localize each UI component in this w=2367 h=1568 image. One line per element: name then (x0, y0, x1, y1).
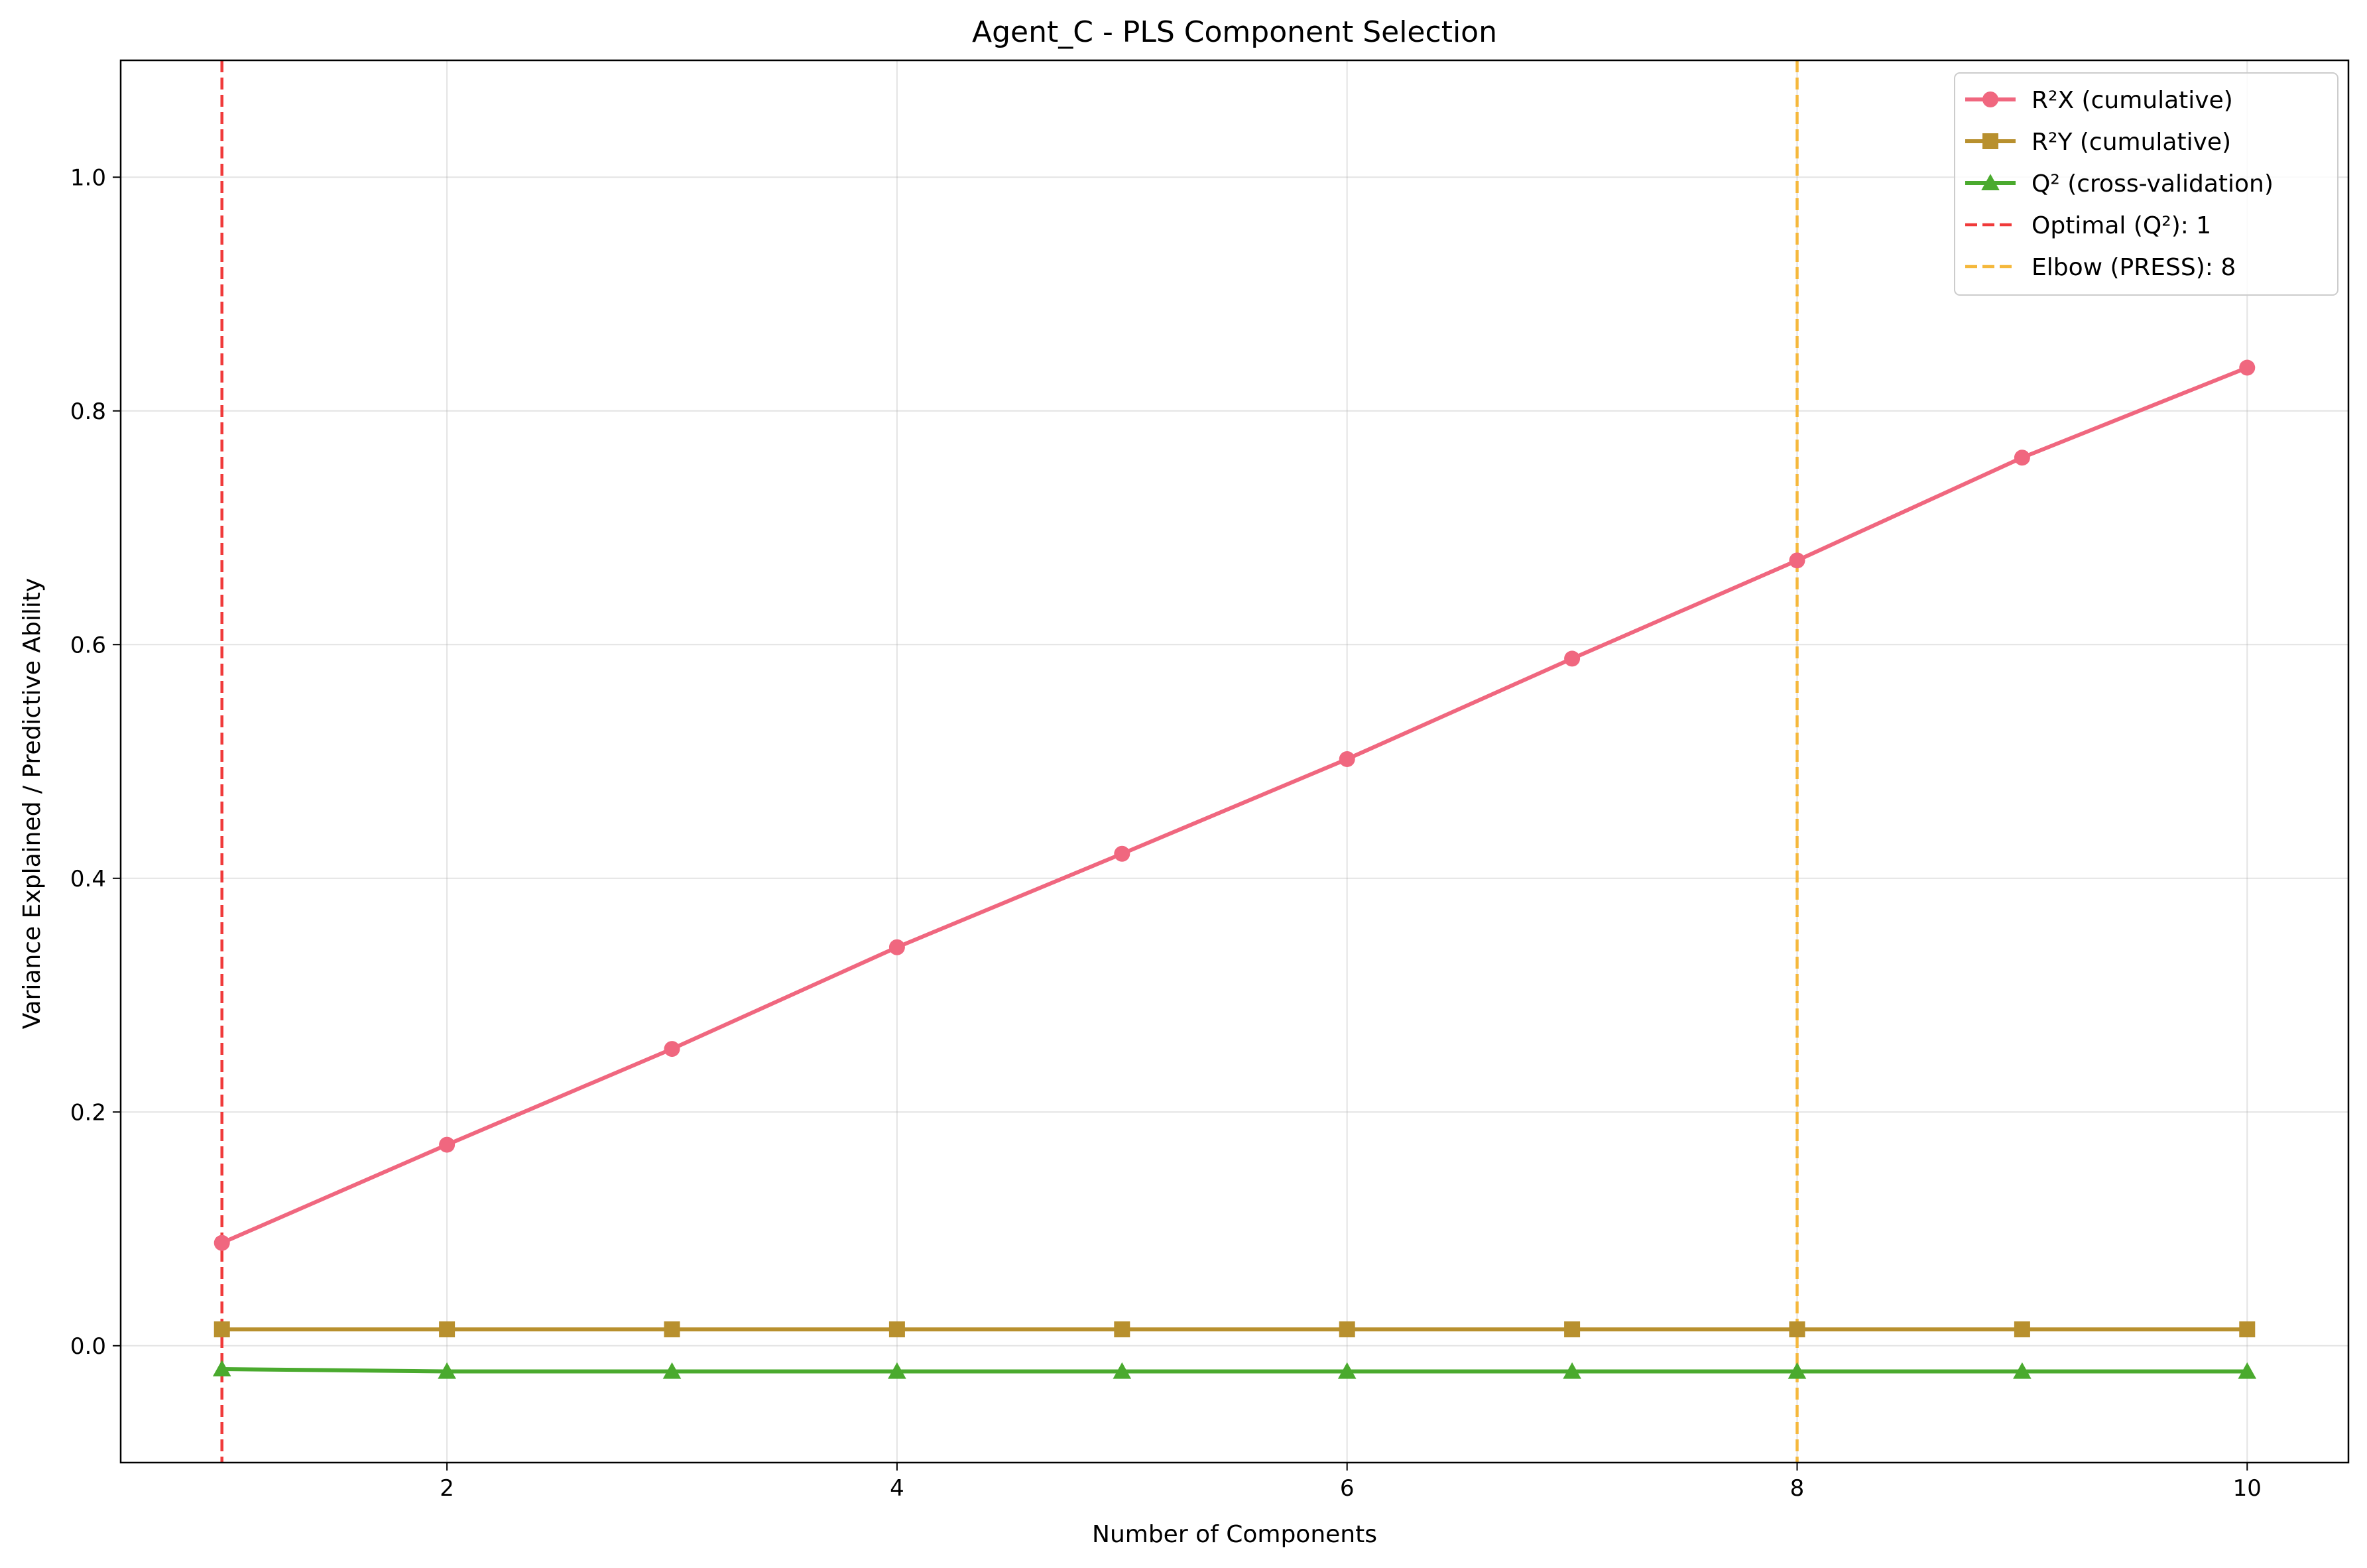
legend-entry: Q² (cross-validation) (1965, 170, 2274, 198)
data-point (2239, 1321, 2256, 1338)
series-group (212, 359, 2257, 1379)
x-tick-label: 8 (1790, 1475, 1805, 1502)
data-point (1788, 1362, 1807, 1379)
data-point (888, 1321, 905, 1338)
data-point (662, 1362, 682, 1379)
y-tick-label: 0.0 (70, 1333, 106, 1360)
data-point (1564, 1321, 1581, 1338)
data-point (1982, 133, 1998, 149)
y-tick-label: 1.0 (70, 164, 106, 191)
legend-box (1954, 72, 2338, 296)
data-point (664, 1321, 680, 1338)
x-tick-label: 10 (2233, 1475, 2262, 1502)
series-line (221, 365, 2248, 1245)
data-point (2238, 1362, 2257, 1379)
y-tick-label: 0.6 (70, 632, 106, 658)
y-axis-ticks: 0.0 0.2 0.4 0.6 0.8 1.0 (70, 164, 121, 1360)
reference-lines (220, 60, 1799, 1463)
data-point (1563, 1362, 1581, 1379)
data-point (888, 939, 905, 955)
legend-label: Q² (cross-validation) (2032, 170, 2274, 198)
data-point (1789, 552, 1805, 569)
data-point (1113, 1362, 1132, 1379)
data-point (664, 1041, 680, 1057)
legend-entry: Elbow (PRESS): 8 (1965, 254, 2236, 281)
y-axis-title: Variance Explained / Predictive Ability (19, 578, 46, 1030)
data-point (2014, 1321, 2030, 1338)
x-tick-label: 4 (890, 1475, 904, 1502)
data-point (1789, 1321, 1805, 1338)
x-tick-label: 6 (1340, 1475, 1355, 1502)
y-tick-label: 0.8 (70, 398, 106, 425)
data-point (1339, 751, 1355, 767)
series (212, 1360, 2257, 1379)
x-axis-ticks: 2 4 6 8 10 (440, 1463, 2262, 1502)
y-tick-label: 0.4 (70, 866, 106, 892)
legend-label: R²Y (cumulative) (2032, 129, 2231, 156)
data-point (439, 1321, 455, 1338)
series-line (221, 1367, 2248, 1374)
data-point (2014, 450, 2030, 466)
data-point (1114, 1321, 1130, 1338)
data-point (212, 1360, 231, 1377)
data-point (1982, 91, 1998, 107)
data-point (213, 1235, 230, 1251)
data-point (2239, 359, 2256, 376)
series (213, 1321, 2256, 1338)
data-point (2013, 1362, 2032, 1379)
data-point (213, 1321, 230, 1338)
legend: R²X (cumulative) R²Y (cumulative) Q² (cros… (1954, 72, 2338, 296)
series (213, 359, 2256, 1251)
x-tick-label: 2 (440, 1475, 454, 1502)
data-point (1339, 1321, 1355, 1338)
data-point (438, 1362, 456, 1379)
data-point (1114, 845, 1130, 862)
data-point (888, 1362, 906, 1379)
y-tick-label: 0.2 (70, 1099, 106, 1126)
data-point (439, 1136, 455, 1153)
legend-entry: Optimal (Q²): 1 (1965, 212, 2211, 239)
legend-label: Elbow (PRESS): 8 (2032, 254, 2236, 281)
legend-label: R²X (cumulative) (2032, 87, 2233, 114)
legend-label: Optimal (Q²): 1 (2032, 212, 2211, 239)
data-point (1564, 650, 1581, 667)
data-point (1981, 174, 2000, 191)
data-point (1337, 1362, 1357, 1379)
x-axis-title: Number of Components (1092, 1521, 1377, 1548)
chart-title: Agent_C - PLS Component Selection (972, 15, 1497, 49)
legend-entry: R²X (cumulative) (1965, 87, 2233, 114)
plot-frame (119, 59, 2350, 1464)
legend-entry: R²Y (cumulative) (1965, 129, 2231, 156)
